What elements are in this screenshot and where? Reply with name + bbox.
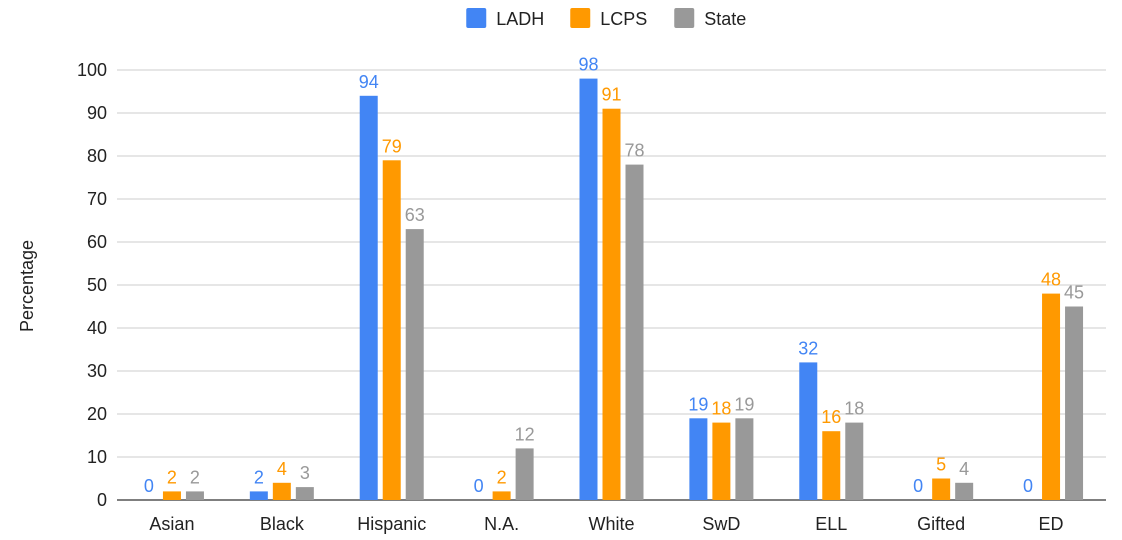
x-tick-label: Hispanic [357, 514, 426, 534]
x-tick-label: Black [260, 514, 305, 534]
data-label: 98 [578, 55, 598, 75]
data-label: 0 [913, 476, 923, 496]
bar [712, 422, 731, 500]
x-tick-label: SwD [702, 514, 740, 534]
data-label: 45 [1064, 283, 1084, 303]
bar [295, 487, 314, 500]
data-label: 2 [167, 467, 177, 487]
y-tick-label: 20 [87, 404, 107, 424]
y-tick-label: 40 [87, 318, 107, 338]
data-label: 79 [382, 136, 402, 156]
bar [515, 448, 534, 500]
x-tick-label: Gifted [917, 514, 965, 534]
legend-label: State [704, 9, 746, 29]
bar [1065, 306, 1084, 500]
bars [162, 78, 1084, 501]
legend-swatch [674, 8, 695, 28]
data-label: 2 [497, 467, 507, 487]
data-label: 63 [405, 205, 425, 225]
bar [625, 164, 644, 500]
data-label: 4 [959, 459, 969, 479]
data-label: 16 [821, 407, 841, 427]
data-label: 78 [624, 141, 644, 161]
bar [845, 422, 864, 500]
y-axis-ticks: 0 10 20 30 40 50 60 70 80 90 100 [77, 60, 107, 510]
bar [405, 229, 424, 500]
data-label: 18 [711, 399, 731, 419]
data-label: 2 [190, 467, 200, 487]
data-label: 3 [300, 463, 310, 483]
bar [955, 482, 974, 500]
bar [249, 491, 268, 500]
data-label: 0 [1023, 476, 1033, 496]
bar [602, 108, 621, 500]
data-label: 4 [277, 459, 287, 479]
data-label: 0 [474, 476, 484, 496]
y-tick-label: 100 [77, 60, 107, 80]
data-label: 0 [144, 476, 154, 496]
y-tick-label: 30 [87, 361, 107, 381]
x-tick-label: Asian [149, 514, 194, 534]
bar [162, 491, 181, 500]
bar [579, 78, 598, 500]
y-tick-label: 10 [87, 447, 107, 467]
legend-label: LCPS [600, 9, 647, 29]
x-tick-label: ED [1039, 514, 1064, 534]
bar [689, 418, 708, 500]
y-axis-title: Percentage [17, 240, 37, 332]
legend-swatch [570, 8, 591, 28]
data-label: 91 [601, 85, 621, 105]
data-label: 94 [359, 72, 379, 92]
bar [822, 431, 841, 500]
bar [799, 362, 818, 500]
data-label: 2 [254, 467, 264, 487]
bar [185, 491, 204, 500]
data-label: 18 [844, 399, 864, 419]
x-tick-label: White [588, 514, 634, 534]
data-label: 19 [734, 394, 754, 414]
data-label: 48 [1041, 270, 1061, 290]
bar [735, 418, 754, 500]
bar [1042, 293, 1061, 500]
y-tick-label: 50 [87, 275, 107, 295]
bar [359, 95, 378, 501]
x-axis-ticks: Asian Black Hispanic N.A. White SwD ELL Gifted E… [149, 514, 1063, 534]
legend-label: LADH [496, 9, 544, 29]
x-tick-label: N.A. [484, 514, 519, 534]
bar [272, 482, 291, 500]
data-label: 32 [798, 338, 818, 358]
bar [492, 491, 511, 500]
bar [932, 478, 951, 500]
data-label: 12 [515, 424, 535, 444]
x-tick-label: ELL [815, 514, 847, 534]
data-label: 5 [936, 455, 946, 475]
y-tick-label: 60 [87, 232, 107, 252]
y-tick-label: 80 [87, 146, 107, 166]
y-tick-label: 90 [87, 103, 107, 123]
y-tick-label: 0 [97, 490, 107, 510]
data-label: 19 [688, 394, 708, 414]
y-tick-label: 70 [87, 189, 107, 209]
bar [382, 160, 401, 501]
legend: LADH LCPS State [466, 8, 746, 29]
legend-swatch [466, 8, 487, 28]
